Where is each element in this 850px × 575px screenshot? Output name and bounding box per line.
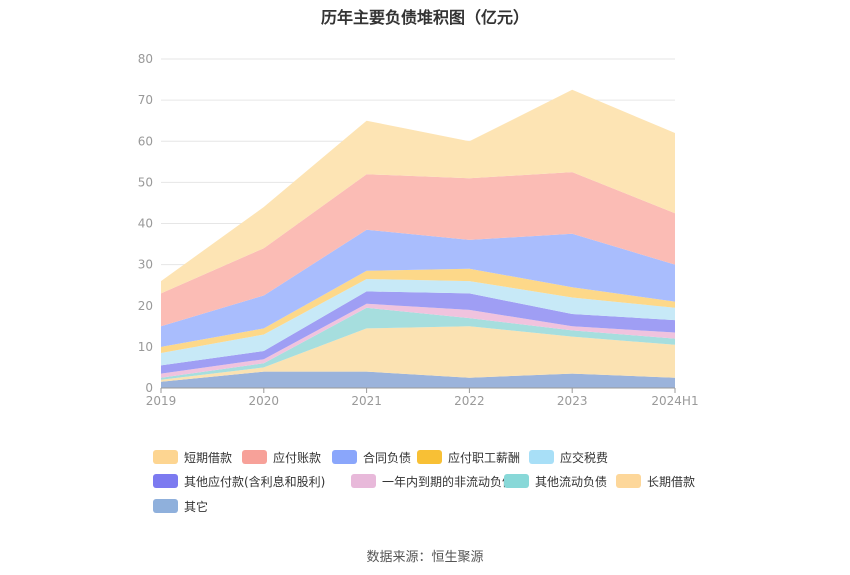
y-tick-label: 0	[145, 381, 153, 395]
legend-swatch	[332, 450, 357, 464]
legend-label: 合同负债	[363, 451, 412, 465]
stacked-area-chart: 0 10 20 30 40 50 60 70 80 2019 2020 2021 2022 2023 202…	[138, 52, 699, 408]
area-series-3	[161, 303, 675, 378]
area-series-6	[161, 268, 675, 353]
legend-swatch	[242, 450, 267, 464]
y-tick-label: 50	[138, 175, 153, 189]
x-tick-label: 2022	[454, 394, 485, 408]
legend-label: 应交税费	[560, 451, 609, 465]
legend-label: 一年内到期的非流动负债	[382, 475, 515, 489]
area-series-4	[161, 291, 675, 374]
legend-label: 其他应付款(含利息和股利)	[184, 475, 326, 489]
legend-swatch	[153, 474, 178, 488]
x-tick-label: 2020	[249, 394, 280, 408]
legend-swatch	[417, 450, 442, 464]
y-tick-label: 30	[138, 258, 153, 272]
area-layer	[161, 89, 675, 388]
chart-title: 历年主要负债堆积图（亿元）	[320, 8, 529, 27]
legend-swatch	[153, 499, 178, 513]
y-tick-label: 80	[138, 52, 153, 66]
x-tick-label: 2021	[351, 394, 382, 408]
area-series-8	[161, 172, 675, 327]
area-series-0	[161, 371, 675, 388]
area-series-2	[161, 307, 675, 380]
legend-label: 其他流动负债	[535, 475, 608, 489]
y-tick-label: 70	[138, 93, 153, 107]
area-series-9	[161, 89, 675, 294]
legend-label: 其它	[184, 500, 209, 514]
legend-swatch	[351, 474, 376, 488]
axis-layer: 0 10 20 30 40 50 60 70 80 2019 2020 2021 2022 2023 202…	[138, 52, 699, 408]
area-series-1	[161, 326, 675, 382]
y-tick-label: 10	[138, 340, 153, 354]
x-tick-label: 2024H1	[651, 394, 698, 408]
x-tick-label: 2019	[146, 394, 177, 408]
legend-label: 应付职工薪酬	[448, 451, 521, 465]
legend-label: 应付账款	[273, 451, 322, 465]
y-tick-label: 40	[138, 217, 153, 231]
legend-swatch	[616, 474, 641, 488]
area-series-7	[161, 229, 675, 347]
legend-swatch	[504, 474, 529, 488]
y-tick-label: 60	[138, 134, 153, 148]
legend-label: 长期借款	[647, 475, 696, 489]
x-tick-label: 2023	[557, 394, 588, 408]
y-tick-label: 20	[138, 299, 153, 313]
area-series-5	[161, 279, 675, 366]
data-source-note: 数据来源：恒生聚源	[366, 550, 484, 565]
legend-swatch	[153, 450, 178, 464]
legend-swatch	[529, 450, 554, 464]
legend-label: 短期借款	[184, 451, 233, 465]
